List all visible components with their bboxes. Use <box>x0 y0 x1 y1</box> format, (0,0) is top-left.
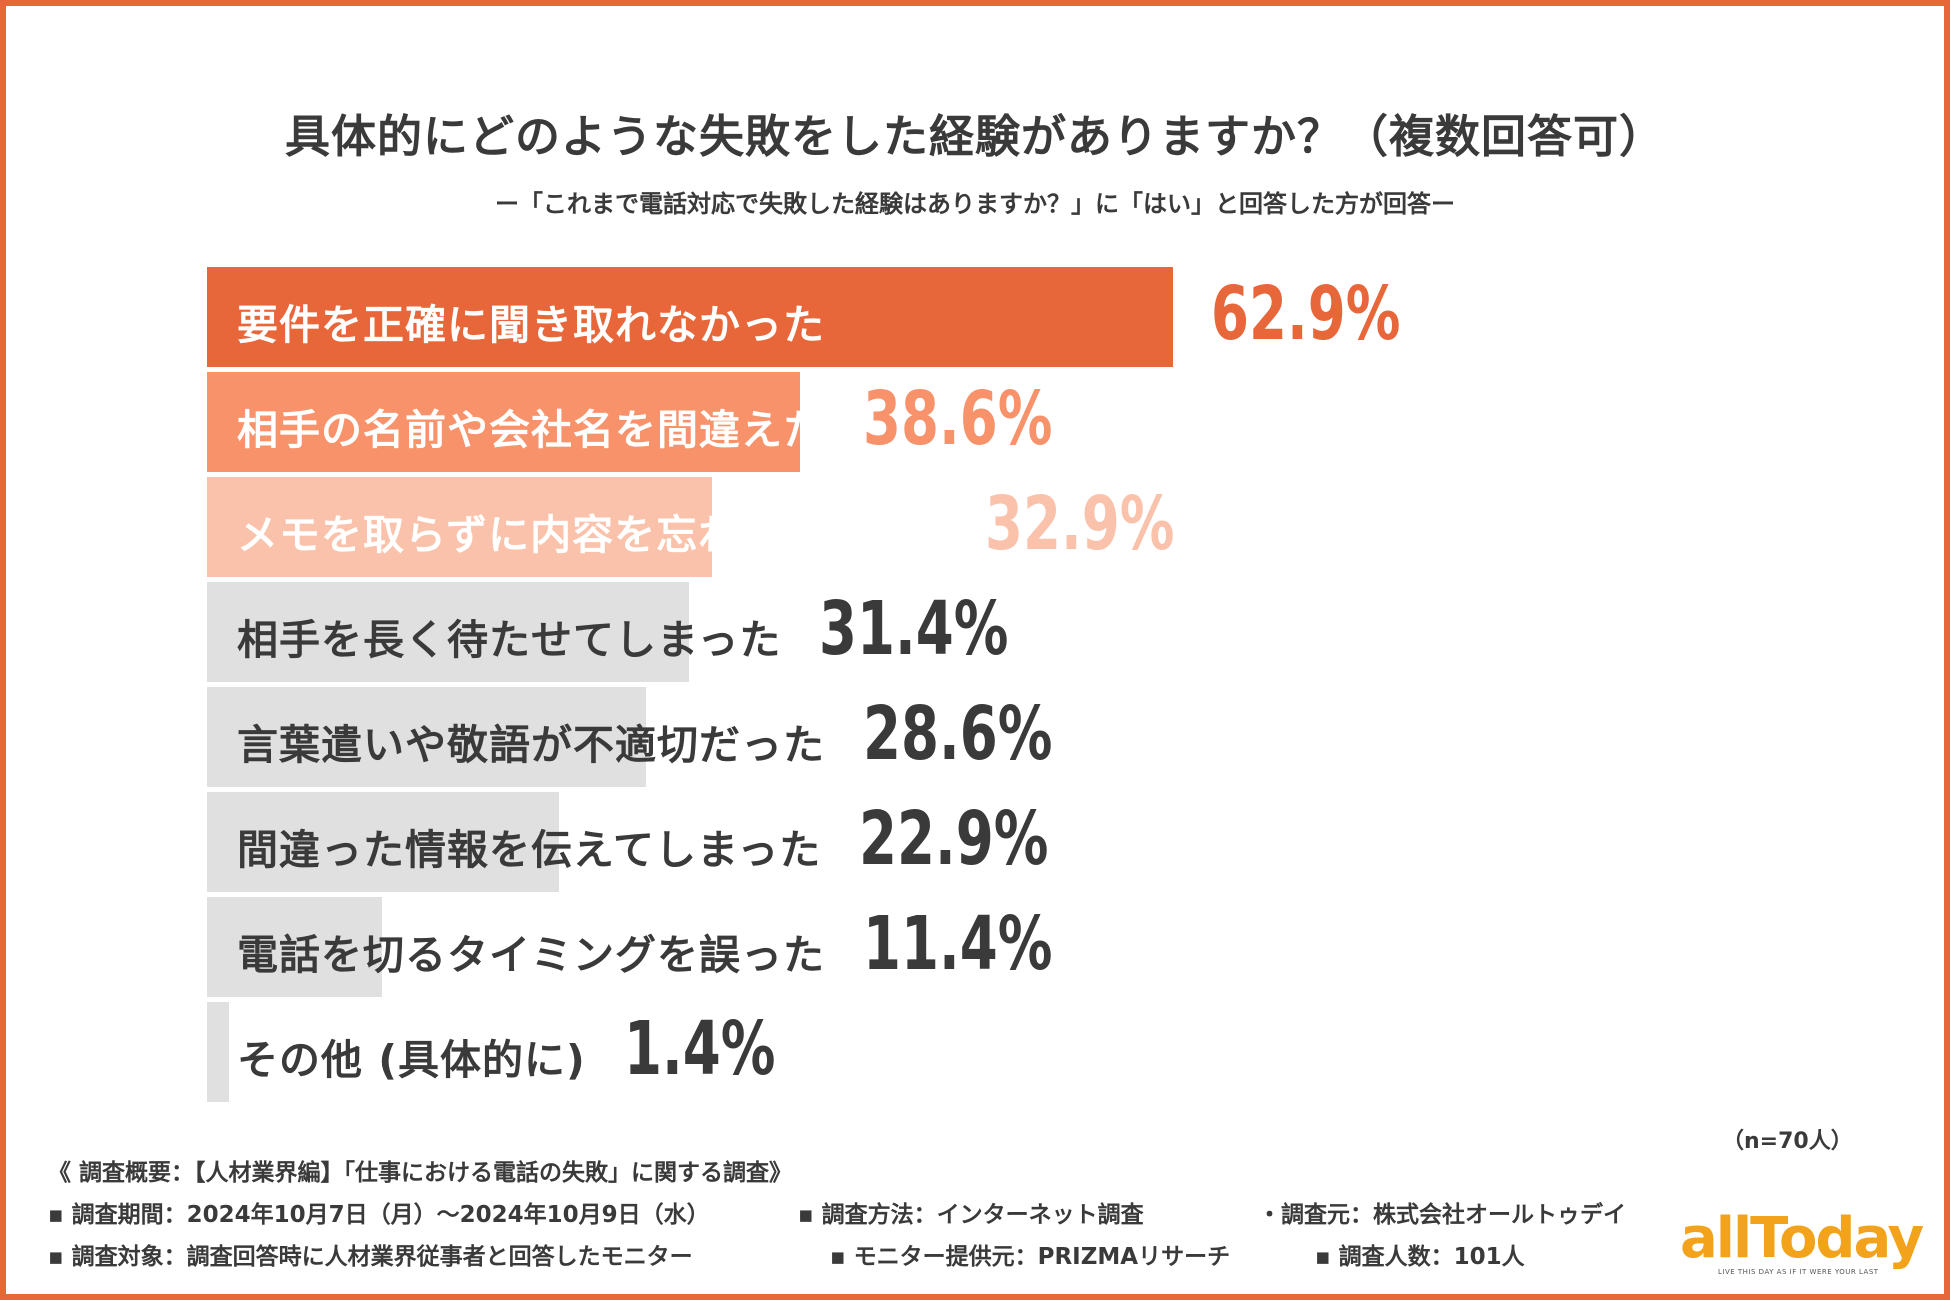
logo-wordmark: allToday <box>1680 1206 1924 1271</box>
bar-value-1: 62.9% <box>1211 271 1401 357</box>
sample-size-label: （n=70人） <box>1722 1129 1853 1154</box>
chart-subtitle: ー「これまで電話対応で失敗した経験はありますか？」に「はい」と回答した方が回答ー <box>495 190 1455 218</box>
survey-source: ・調査元：株式会社オールトゥデイ <box>1258 1202 1626 1228</box>
bar-value-4: 31.4% <box>819 586 1009 672</box>
survey-count: ▪ 調査人数：101人 <box>1315 1244 1525 1270</box>
monitor-provider: ▪ モニター提供元：PRIZMAリサーチ <box>830 1244 1231 1270</box>
survey-period: ▪ 調査期間：2024年10月7日（月）～2024年10月9日（水） <box>48 1202 710 1228</box>
bar-2 <box>207 372 800 472</box>
bar-6 <box>207 792 559 892</box>
bar-label-8: その他 (具体的に) <box>237 1036 586 1084</box>
logo-tagline: LIVE THIS DAY AS IF IT WERE YOUR LAST <box>1718 1268 1879 1276</box>
survey-overview: 《 調査概要：【人材業界編】「仕事における電話の失敗」に関する調査》 <box>48 1160 793 1186</box>
bar-label-7: 電話を切るタイミングを誤った <box>237 931 825 979</box>
bar-value-5: 28.6% <box>863 691 1053 777</box>
bar-3 <box>207 477 713 577</box>
bar-8 <box>207 1002 229 1102</box>
bar-4 <box>207 582 690 682</box>
bar-value-6: 22.9% <box>859 796 1049 882</box>
bar-label-1: 要件を正確に聞き取れなかった <box>237 301 825 349</box>
bar-1 <box>207 267 1174 367</box>
bar-label-4: 相手を長く待たせてしまった <box>237 616 782 664</box>
bar-value-8: 1.4% <box>623 1006 776 1092</box>
survey-method: ▪ 調査方法：インターネット調査 <box>798 1202 1144 1228</box>
bar-label-3: メモを取らずに内容を忘れてしまった <box>237 511 948 559</box>
bar-value-7: 11.4% <box>863 901 1053 987</box>
bar-value-2: 38.6% <box>863 376 1053 462</box>
bar-value-3: 32.9% <box>985 481 1175 567</box>
alltoday-logo: allToday LIVE THIS DAY AS IF IT WERE YOU… <box>1680 1206 1924 1282</box>
chart-title: 具体的にどのような失敗をした経験がありますか？（複数回答可） <box>284 110 1665 163</box>
bar-label-5: 言葉遣いや敬語が不適切だった <box>237 721 825 769</box>
bar-7 <box>207 897 383 997</box>
bar-label-6: 間違った情報を伝えてしまった <box>237 826 822 874</box>
bar-label-2: 相手の名前や会社名を間違えた <box>237 406 825 454</box>
survey-target: ▪ 調査対象：調査回答時に人材業界従事者と回答したモニター <box>48 1244 693 1270</box>
bar-5 <box>207 687 647 787</box>
